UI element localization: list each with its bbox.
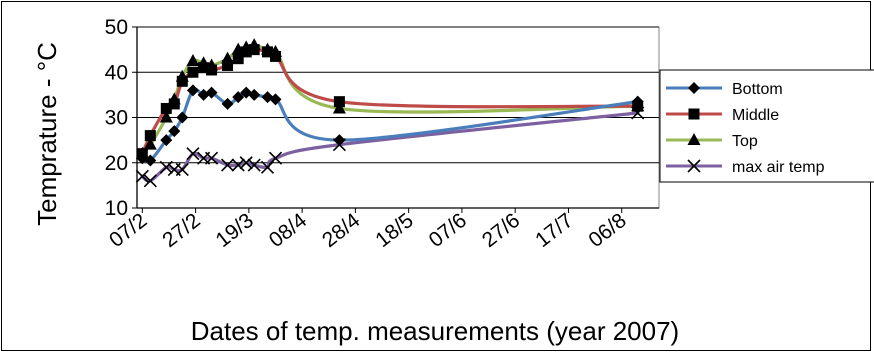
legend-label-top: Top: [732, 133, 758, 150]
legend-label-max-air-temp: max air temp: [732, 159, 825, 176]
data-point-bottom: [333, 134, 346, 147]
legend-marker-top: [687, 133, 701, 145]
data-point-max-air-temp: [239, 156, 253, 170]
data-point-top: [175, 69, 189, 82]
data-point-bottom: [269, 93, 282, 106]
data-point-top: [143, 137, 157, 150]
data-point-top: [135, 146, 149, 159]
legend-label-middle: Middle: [732, 107, 779, 124]
x-tick-label: 18/5: [371, 209, 417, 252]
data-point-max-air-temp: [175, 162, 189, 177]
x-tick-label: 06/8: [584, 209, 630, 252]
data-point-middle: [232, 53, 244, 65]
data-point-max-air-temp: [135, 169, 149, 183]
data-point-max-air-temp: [205, 151, 219, 165]
data-point-bottom: [168, 125, 181, 138]
legend-marker-bottom: [688, 82, 700, 94]
x-tick-label: 07/6: [425, 209, 471, 252]
data-point-bottom: [176, 111, 189, 124]
data-point-top: [197, 56, 211, 69]
data-point-max-air-temp: [332, 138, 346, 152]
data-point-max-air-temp: [186, 147, 200, 161]
data-point-bottom: [160, 134, 173, 147]
data-point-top: [332, 101, 346, 114]
data-point-bottom: [205, 86, 218, 99]
data-point-top: [159, 110, 173, 123]
x-tick-label: 19/3: [212, 209, 258, 252]
data-point-top: [268, 44, 282, 57]
y-tick-label: 50: [105, 16, 128, 39]
legend-marker-middle: [688, 108, 700, 120]
y-tick-label: 40: [105, 61, 128, 84]
x-tick-label: 27/6: [478, 209, 524, 252]
x-axis-title: Dates of temp. measurements (year 2007): [191, 316, 679, 346]
data-point-max-air-temp: [159, 160, 173, 174]
y-tick-label: 10: [105, 197, 128, 220]
data-point-top: [221, 51, 235, 64]
data-point-bottom: [186, 84, 199, 97]
x-tick-label: 17/7: [531, 209, 577, 252]
legend-label-bottom: Bottom: [732, 81, 783, 98]
x-tick-label: 27/2: [158, 209, 204, 252]
y-tick-label: 20: [105, 152, 128, 175]
data-point-middle: [187, 66, 199, 78]
data-point-middle: [160, 102, 172, 114]
data-point-top: [186, 53, 200, 66]
y-tick-label: 30: [105, 107, 128, 130]
legend-marker-max-air-temp: [687, 159, 701, 173]
data-point-middle: [144, 130, 156, 142]
data-point-middle: [222, 59, 234, 71]
data-point-max-air-temp: [631, 106, 645, 120]
data-point-top: [261, 42, 274, 55]
data-point-top: [631, 99, 645, 112]
data-point-max-air-temp: [231, 158, 245, 172]
data-point-bottom: [232, 91, 245, 104]
data-point-top: [247, 38, 261, 51]
y-axis-title: Temprature - °C: [32, 42, 62, 226]
data-point-top: [167, 92, 181, 105]
data-point-bottom: [248, 88, 261, 101]
data-point-max-air-temp: [268, 151, 283, 165]
data-point-max-air-temp: [220, 158, 235, 172]
data-point-bottom: [221, 97, 234, 110]
data-point-top: [205, 58, 219, 71]
x-tick-label: 08/4: [265, 209, 312, 252]
data-point-max-air-temp: [143, 174, 157, 188]
data-point-max-air-temp: [247, 158, 261, 172]
x-tick-label: 28/4: [318, 209, 365, 252]
